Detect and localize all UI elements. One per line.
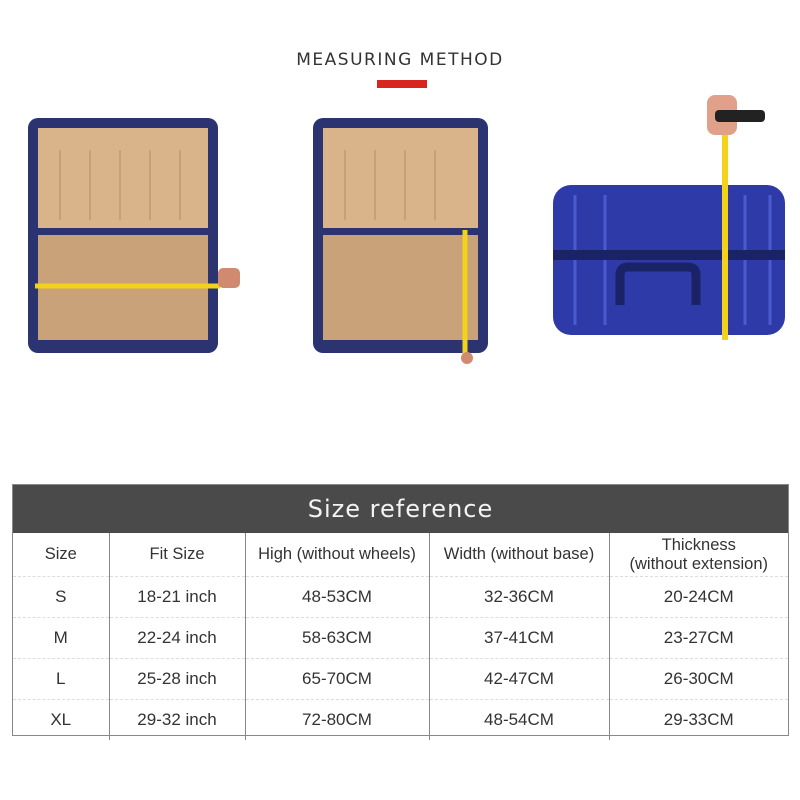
measure-thickness-photo <box>553 95 785 340</box>
cell: 65-70CM <box>244 658 429 700</box>
measure-width-photo <box>28 118 240 353</box>
cell: M <box>13 617 109 659</box>
cell: 22-24 inch <box>108 617 245 659</box>
column-header: Size <box>13 533 109 577</box>
table-row: L 25-28 inch 65-70CM 42-47CM 26-30CM <box>13 658 788 700</box>
size-reference-table: Size reference Size Fit Size High (witho… <box>12 484 789 740</box>
cell: 26-30CM <box>608 658 788 700</box>
table-row: M 22-24 inch 58-63CM 37-41CM 23-27CM <box>13 617 788 659</box>
column-header: Fit Size <box>108 533 245 577</box>
table-row: S 18-21 inch 48-53CM 32-36CM 20-24CM <box>13 576 788 618</box>
measure-height-photo <box>313 118 488 364</box>
cell: 72-80CM <box>244 699 429 740</box>
cell: 23-27CM <box>608 617 788 659</box>
cell: XL <box>50 710 72 729</box>
column-header: Width (without base) <box>428 533 609 577</box>
cell: 18-21 inch <box>108 576 245 618</box>
cell: 42-47CM <box>428 658 609 700</box>
cell: 58-63CM <box>244 617 429 659</box>
cell: 37-41CM <box>428 617 609 659</box>
table-row: XL 29-32 inch 72-80CM 48-54CM 29-33CM <box>13 699 788 740</box>
cell: 48-53CM <box>244 576 429 618</box>
cell: S <box>13 576 109 618</box>
cell: 32-36CM <box>428 576 609 618</box>
hand <box>218 268 240 288</box>
cell: L <box>13 658 109 700</box>
column-header: High (without wheels) <box>244 533 429 577</box>
table-title: Size reference <box>13 485 788 533</box>
cell: 29-33CM <box>608 699 788 740</box>
cell: 29-32 inch <box>108 699 245 740</box>
cell: 48-54CM <box>428 699 609 740</box>
table-header-row: Size Fit Size High (without wheels) Widt… <box>13 533 788 577</box>
cell: 25-28 inch <box>108 658 245 700</box>
title-underline <box>377 80 427 88</box>
page-title: MEASURING METHOD <box>296 50 504 70</box>
cell: 20-24CM <box>608 576 788 618</box>
column-header: Thickness (without extension) <box>608 533 788 577</box>
